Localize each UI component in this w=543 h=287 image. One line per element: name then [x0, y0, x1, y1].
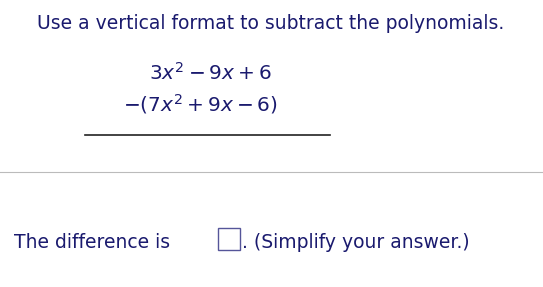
Bar [218, 228, 240, 250]
Text: The difference is: The difference is [14, 232, 170, 251]
Text: $3x^2 - 9x + 6$: $3x^2 - 9x + 6$ [149, 62, 272, 84]
Text: Use a vertical format to subtract the polynomials.: Use a vertical format to subtract the po… [37, 14, 504, 33]
Text: . (Simplify your answer.): . (Simplify your answer.) [242, 232, 470, 251]
Text: $-(7x^2 + 9x - 6)$: $-(7x^2 + 9x - 6)$ [123, 92, 277, 116]
